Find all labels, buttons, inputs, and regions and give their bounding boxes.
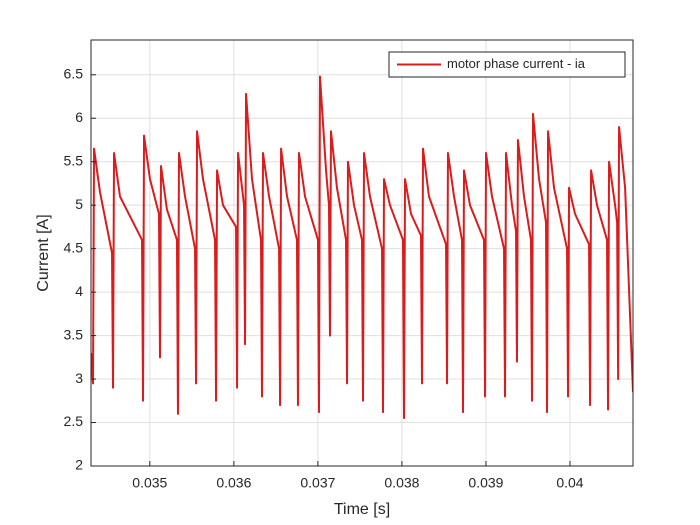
x-axis-label: Time [s] <box>334 501 390 518</box>
y-tick-label: 6.5 <box>64 65 84 81</box>
x-tick-label: 0.036 <box>216 475 251 491</box>
x-tick-label: 0.037 <box>300 475 335 491</box>
y-tick-label: 5.5 <box>64 152 84 168</box>
y-tick-label: 2.5 <box>64 413 84 429</box>
legend: motor phase current - ia <box>388 51 626 78</box>
x-tick-label: 0.035 <box>132 475 167 491</box>
y-tick-label: 4 <box>75 283 83 299</box>
y-tick-label: 3.5 <box>64 326 84 342</box>
y-tick-label: 6 <box>75 109 83 125</box>
y-tick-label: 2 <box>75 457 83 473</box>
axes-box <box>90 39 634 467</box>
y-tick-label: 5 <box>75 196 83 212</box>
y-tick-label: 3 <box>75 370 83 386</box>
x-tick-label: 0.038 <box>384 475 419 491</box>
legend-label: motor phase current - ia <box>447 56 586 71</box>
y-axis-label: Current [A] <box>35 214 52 291</box>
data-line <box>91 75 633 420</box>
ticks: 2 2.5 3 3.5 4 4.5 5 5.5 6 6.5 0.035 0.036 0.037 0.038… <box>64 65 584 490</box>
x-tick-label: 0.04 <box>556 475 583 491</box>
y-tick-label: 4.5 <box>64 239 84 255</box>
x-tick-label: 0.039 <box>468 475 503 491</box>
lines <box>91 75 633 420</box>
